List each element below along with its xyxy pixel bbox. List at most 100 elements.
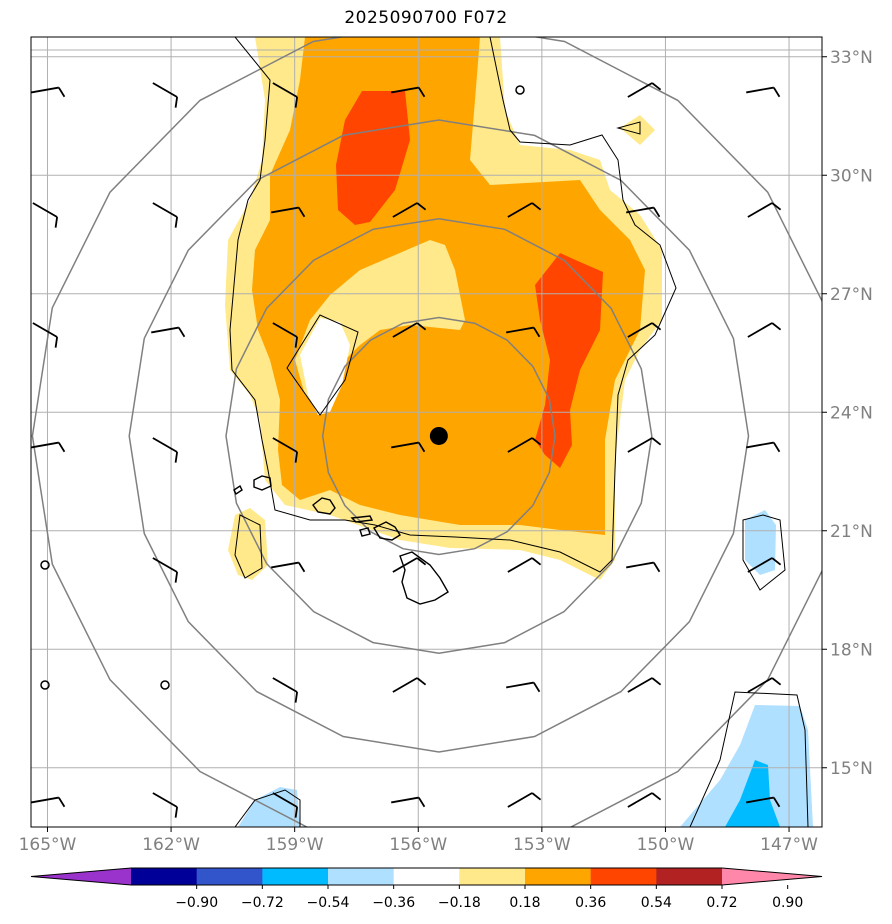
wind-barb bbox=[392, 322, 427, 338]
colorbar-outline bbox=[30, 867, 823, 886]
lat-tick-label: 18°N bbox=[830, 640, 873, 660]
colorbar-tick-label: −0.54 bbox=[307, 895, 350, 911]
wind-barb bbox=[392, 557, 427, 573]
wind-barb bbox=[271, 561, 306, 573]
lat-tick-labels: 15°N 18°N 21°N 24°N 27°N 30°N 33°N bbox=[822, 48, 873, 779]
wind-barb bbox=[747, 202, 782, 218]
wind-barb bbox=[507, 792, 542, 808]
lon-tick-label: 147°W bbox=[760, 835, 818, 855]
lat-tick-label: 21°N bbox=[830, 522, 873, 542]
wind-barb bbox=[152, 792, 179, 818]
wind-barb bbox=[391, 441, 426, 453]
lon-tick-label: 156°W bbox=[389, 835, 447, 855]
island-oahu bbox=[312, 497, 336, 515]
wind-barb bbox=[32, 322, 59, 348]
lon-tick-label: 162°W bbox=[142, 835, 200, 855]
wind-barb bbox=[627, 82, 662, 98]
wind-barb bbox=[627, 437, 662, 453]
shaded-field bbox=[225, 37, 813, 827]
colorbar-segment bbox=[656, 868, 723, 885]
lat-tick-label: 27°N bbox=[830, 285, 873, 305]
island-maui bbox=[373, 521, 401, 541]
island-niihau bbox=[233, 484, 243, 496]
wind-barb bbox=[32, 202, 59, 228]
wind-barb bbox=[627, 322, 662, 338]
colorbar: −0.90 −0.72 −0.54 −0.36 −0.18 0.18 0.36 0.54 0.7… bbox=[30, 867, 823, 911]
colorbar-segment bbox=[525, 868, 592, 885]
wind-barb bbox=[391, 86, 426, 98]
wind-barb bbox=[152, 82, 179, 108]
wind-barb bbox=[626, 206, 661, 218]
colorbar-tick-label: −0.36 bbox=[372, 895, 415, 911]
map-title: 2025090700 F072 bbox=[344, 8, 508, 28]
wind-barb bbox=[152, 202, 179, 228]
storm-center-marker bbox=[429, 426, 448, 445]
lon-tick-labels: 165°W 162°W 159°W 156°W 153°W 150°W 147°W bbox=[19, 827, 818, 855]
wind-barb bbox=[152, 557, 179, 583]
wind-barb bbox=[151, 326, 186, 338]
colorbar-segment bbox=[131, 868, 198, 885]
wind-barb bbox=[272, 677, 299, 703]
lon-tick-label: 153°W bbox=[513, 835, 571, 855]
lon-tick-label: 165°W bbox=[19, 835, 77, 855]
coastline bbox=[229, 37, 809, 827]
colorbar-tick-label: 0.90 bbox=[772, 895, 803, 911]
range-ring bbox=[128, 119, 750, 753]
wind-barb bbox=[506, 681, 541, 693]
wind-barbs bbox=[31, 82, 782, 818]
wind-barb bbox=[627, 677, 662, 693]
plot-frame bbox=[30, 36, 823, 828]
lat-tick-label: 24°N bbox=[830, 403, 873, 423]
range-ring bbox=[225, 217, 653, 654]
range-ring bbox=[321, 316, 556, 556]
wind-barb bbox=[507, 557, 542, 573]
wind-barb bbox=[747, 322, 782, 338]
island-big-island bbox=[399, 551, 449, 605]
wind-barb bbox=[507, 202, 542, 218]
wind-barb bbox=[272, 792, 299, 818]
lat-tick-label: 33°N bbox=[830, 48, 873, 68]
wind-barb bbox=[392, 677, 427, 693]
colorbar-extend-low bbox=[31, 868, 131, 885]
colorbar-segment bbox=[262, 868, 329, 885]
colorbar-segment bbox=[459, 868, 526, 885]
range-ring bbox=[31, 37, 822, 827]
colorbar-segment bbox=[196, 868, 263, 885]
island-molokai bbox=[350, 515, 374, 523]
wind-barb bbox=[272, 322, 299, 348]
colorbar-segment bbox=[393, 868, 460, 885]
wind-barb bbox=[31, 441, 66, 453]
colorbar-tick-label: 0.18 bbox=[509, 895, 540, 911]
hawaiian-islands bbox=[233, 475, 449, 605]
wind-barb-calm bbox=[160, 680, 170, 690]
island-lanai bbox=[359, 527, 371, 537]
colorbar-extend-high bbox=[722, 868, 822, 885]
wind-barb bbox=[392, 202, 427, 218]
colorbar-tick-label: 0.72 bbox=[706, 895, 737, 911]
wind-barb bbox=[152, 437, 179, 463]
wind-barb bbox=[31, 796, 66, 808]
colorbar-tick-label: −0.18 bbox=[438, 895, 481, 911]
range-rings bbox=[31, 37, 822, 827]
wind-barb bbox=[272, 82, 299, 108]
wind-barb-calm bbox=[515, 85, 525, 95]
wind-barb-calm bbox=[40, 560, 50, 570]
wind-barb bbox=[506, 326, 541, 338]
map-gridlines bbox=[31, 37, 822, 827]
wind-barb bbox=[746, 441, 781, 453]
wind-barb bbox=[746, 86, 781, 98]
colorbar-segment bbox=[590, 868, 657, 885]
lon-tick-label: 150°W bbox=[637, 835, 695, 855]
wind-barb bbox=[747, 677, 782, 693]
wind-barb bbox=[626, 561, 661, 573]
wind-barb-calm bbox=[40, 680, 50, 690]
colorbar-tick-label: 0.36 bbox=[575, 895, 606, 911]
wind-barb bbox=[271, 206, 306, 218]
wind-barb bbox=[627, 792, 662, 808]
colorbar-segment bbox=[328, 868, 395, 885]
island-kauai bbox=[253, 475, 272, 491]
wind-barb bbox=[31, 86, 66, 98]
wind-barb bbox=[272, 437, 299, 463]
lat-tick-label: 30°N bbox=[830, 166, 873, 186]
